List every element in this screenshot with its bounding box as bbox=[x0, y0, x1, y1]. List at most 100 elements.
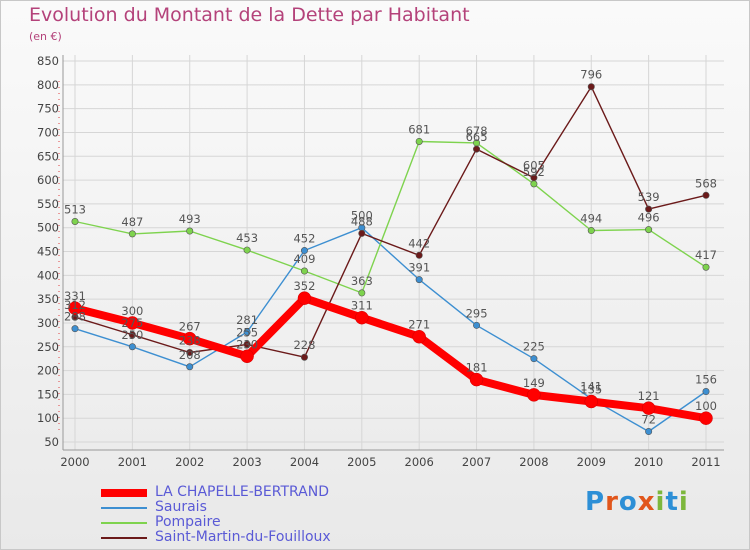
y-tick-label: 700 bbox=[37, 125, 59, 139]
data-point bbox=[702, 388, 710, 396]
y-tick-label: 400 bbox=[37, 268, 59, 282]
data-label: 409 bbox=[293, 252, 315, 266]
data-point bbox=[587, 227, 595, 235]
data-point bbox=[243, 246, 251, 254]
data-point bbox=[587, 83, 595, 91]
data-point bbox=[128, 331, 136, 339]
data-label: 228 bbox=[293, 338, 315, 352]
data-label: 72 bbox=[641, 413, 656, 427]
y-tick-label: 350 bbox=[37, 292, 59, 306]
y-tick-label: 250 bbox=[37, 340, 59, 354]
x-tick-label: 2005 bbox=[347, 455, 376, 469]
data-label: 156 bbox=[695, 373, 717, 387]
data-label: 681 bbox=[408, 122, 430, 136]
data-point bbox=[699, 411, 713, 425]
y-tick-label: 750 bbox=[37, 102, 59, 116]
y-tick-label: 650 bbox=[37, 149, 59, 163]
x-tick-label: 2000 bbox=[60, 455, 89, 469]
data-point bbox=[645, 205, 653, 213]
data-point bbox=[68, 301, 82, 315]
data-point bbox=[415, 137, 423, 145]
y-tick-label: 550 bbox=[37, 197, 59, 211]
data-label: 135 bbox=[580, 383, 602, 397]
data-label: 149 bbox=[523, 376, 545, 390]
y-tick-label: 300 bbox=[37, 316, 59, 330]
data-label: 453 bbox=[236, 231, 258, 245]
legend-label: Saurais bbox=[155, 499, 207, 515]
data-label: 488 bbox=[351, 214, 373, 228]
legend-swatch bbox=[101, 522, 147, 524]
data-label: 311 bbox=[351, 299, 373, 313]
data-point bbox=[412, 329, 426, 344]
data-point bbox=[358, 229, 366, 237]
legend-label: LA CHAPELLE-BERTRAND bbox=[155, 484, 330, 500]
y-tick-label: 150 bbox=[37, 387, 59, 401]
x-tick-label: 2006 bbox=[405, 455, 434, 469]
data-label: 500 bbox=[351, 209, 373, 223]
logo-letter: x bbox=[637, 487, 656, 517]
data-label: 494 bbox=[580, 212, 602, 226]
x-tick-label: 2007 bbox=[462, 455, 491, 469]
data-label: 496 bbox=[638, 211, 660, 225]
data-point bbox=[645, 226, 653, 234]
data-label: 312 bbox=[64, 298, 86, 312]
data-point bbox=[469, 372, 484, 387]
data-point bbox=[473, 321, 481, 329]
data-point bbox=[415, 276, 423, 284]
y-tick-label: 800 bbox=[37, 78, 59, 92]
data-label: 250 bbox=[121, 328, 143, 342]
data-label: 281 bbox=[236, 313, 258, 327]
data-label: 352 bbox=[293, 279, 315, 293]
data-point bbox=[584, 394, 599, 409]
data-label: 181 bbox=[466, 361, 488, 375]
data-label: 100 bbox=[695, 399, 717, 413]
data-point bbox=[186, 363, 194, 371]
data-label: 331 bbox=[64, 289, 86, 303]
data-label: 678 bbox=[466, 124, 488, 138]
y-tick-label: 50 bbox=[44, 435, 59, 449]
data-label: 121 bbox=[638, 389, 660, 403]
data-point bbox=[182, 331, 197, 346]
data-label: 539 bbox=[638, 190, 660, 204]
data-label: 487 bbox=[121, 215, 143, 229]
data-point bbox=[125, 316, 140, 330]
logo-letter: r bbox=[605, 487, 619, 517]
legend-label: Pompaire bbox=[155, 514, 221, 530]
data-point bbox=[527, 388, 541, 402]
chart-title: Evolution du Montant de la Dette par Hab… bbox=[29, 4, 470, 26]
logo-letter: P bbox=[585, 487, 606, 517]
data-label: 452 bbox=[293, 232, 315, 246]
x-tick-label: 2004 bbox=[290, 455, 319, 469]
data-point bbox=[530, 180, 538, 188]
legend-swatch bbox=[101, 489, 147, 497]
data-point bbox=[128, 343, 136, 351]
data-point bbox=[240, 349, 254, 364]
data-point bbox=[300, 267, 308, 275]
logo-letter: o bbox=[618, 487, 638, 517]
y-tick-label: 100 bbox=[37, 411, 59, 425]
data-point bbox=[358, 289, 366, 297]
data-label: 391 bbox=[408, 261, 430, 275]
logo-letter: i bbox=[655, 487, 666, 517]
data-point bbox=[530, 174, 538, 182]
data-label: 255 bbox=[236, 325, 258, 339]
data-point bbox=[71, 325, 79, 333]
x-tick-label: 2008 bbox=[519, 455, 548, 469]
data-point bbox=[355, 310, 369, 325]
data-point bbox=[186, 227, 194, 235]
data-point bbox=[300, 353, 308, 361]
data-label: 796 bbox=[580, 68, 602, 82]
y-tick-label: 450 bbox=[37, 245, 59, 259]
data-label: 592 bbox=[523, 165, 545, 179]
series-line-0 bbox=[71, 294, 710, 423]
data-label: 288 bbox=[64, 310, 86, 324]
data-point bbox=[473, 145, 481, 153]
data-label: 230 bbox=[236, 337, 258, 351]
data-point bbox=[641, 401, 656, 415]
data-label: 568 bbox=[695, 176, 717, 190]
data-label: 665 bbox=[466, 130, 488, 144]
y-tick-label: 850 bbox=[37, 54, 59, 68]
data-label: 208 bbox=[179, 348, 201, 362]
data-point bbox=[297, 291, 312, 305]
